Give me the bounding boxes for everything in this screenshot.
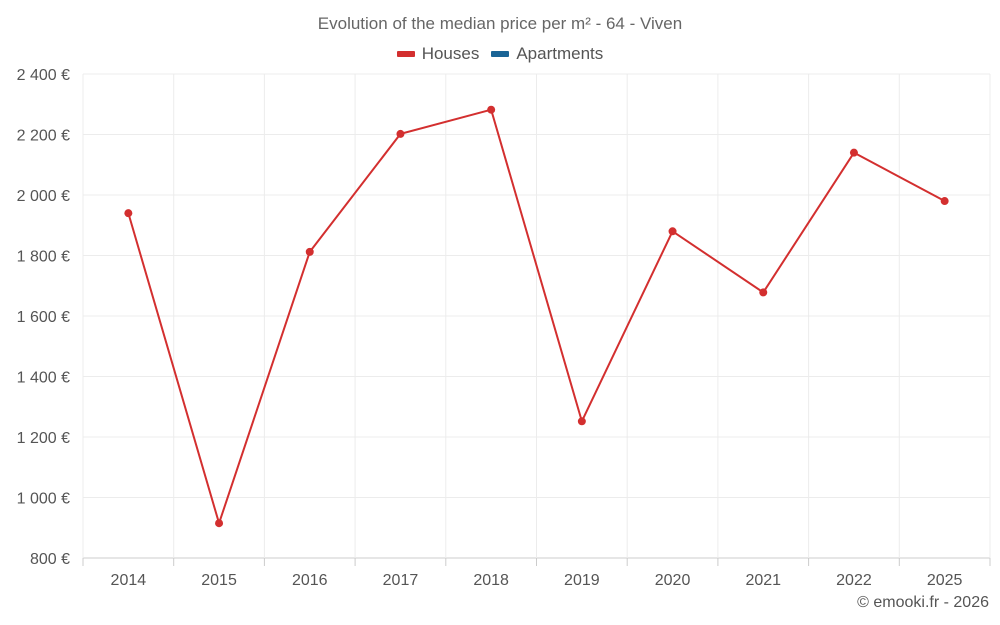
x-axis-tick-labels: 2014 2015 2016 2017 2018 2019 2020 2021 2022 2025 [111, 572, 963, 589]
legend-label-apartments: Apartments [516, 44, 604, 63]
y-tick-label: 2 400 € [17, 67, 70, 84]
x-tick-label: 2022 [836, 572, 872, 589]
y-tick-label: 1 800 € [17, 249, 70, 266]
houses-data-point[interactable] [759, 288, 768, 297]
legend: Houses Apartments [0, 44, 1000, 64]
y-tick-label: 800 € [30, 551, 70, 568]
x-tick-label: 2020 [655, 572, 691, 589]
houses-data-point[interactable] [668, 227, 677, 236]
x-tick-label: 2019 [564, 572, 600, 589]
credit-text: © emooki.fr - 2026 [857, 594, 989, 611]
legend-label-houses: Houses [421, 44, 480, 63]
chart-title: Evolution of the median price per m² - 6… [317, 14, 683, 33]
x-tick-label: 2018 [473, 572, 509, 589]
y-tick-label: 1 200 € [17, 430, 70, 447]
x-tick-label: 2021 [745, 572, 781, 589]
x-tick-label: 2015 [201, 572, 237, 589]
legend-item-apartments[interactable]: Apartments [491, 44, 603, 64]
series-houses [124, 105, 949, 528]
x-tick-label: 2025 [927, 572, 963, 589]
y-tick-label: 2 200 € [17, 128, 70, 145]
y-tick-label: 2 000 € [17, 188, 70, 205]
y-tick-label: 1 600 € [17, 309, 70, 326]
houses-data-point[interactable] [577, 417, 586, 426]
houses-data-point[interactable] [215, 519, 224, 528]
y-axis-tick-labels: 800 € 1 000 € 1 200 € 1 400 € 1 600 € 1 800 €… [17, 67, 70, 568]
houses-data-point[interactable] [940, 197, 949, 206]
y-tick-label: 1 400 € [17, 370, 70, 387]
x-tick-label: 2016 [292, 572, 328, 589]
houses-data-point[interactable] [124, 209, 133, 218]
x-tick-label: 2017 [383, 572, 419, 589]
houses-data-point[interactable] [305, 247, 314, 256]
houses-data-point[interactable] [487, 105, 496, 114]
houses-data-point[interactable] [396, 129, 405, 138]
houses-data-point[interactable] [849, 148, 858, 157]
grid-lines [82, 73, 991, 566]
houses-series-line [127, 108, 946, 525]
y-tick-label: 1 000 € [17, 491, 70, 508]
legend-item-houses[interactable]: Houses [396, 44, 480, 64]
legend-swatch-houses [396, 51, 415, 57]
legend-swatch-apartments [491, 51, 510, 57]
x-tick-label: 2014 [111, 572, 147, 589]
